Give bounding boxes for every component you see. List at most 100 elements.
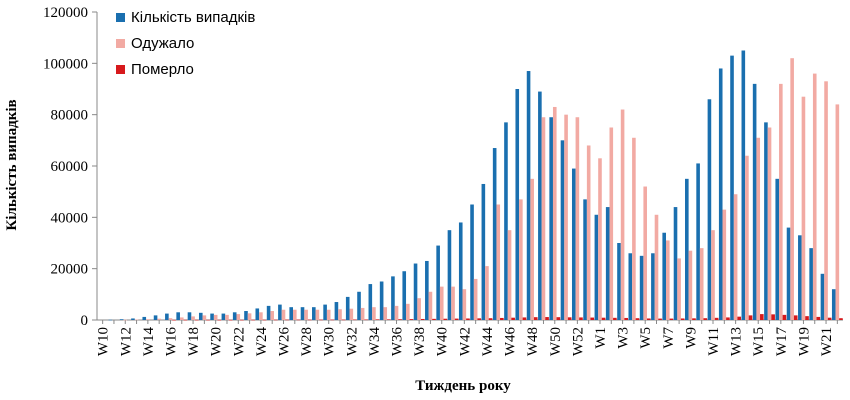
bar-series-3	[590, 317, 595, 320]
bar-series-1	[312, 307, 316, 320]
bar-series-2	[722, 209, 727, 320]
bar-series-1	[198, 312, 203, 320]
bar-series-1	[594, 214, 599, 320]
bar-series-1	[357, 291, 361, 320]
x-tick-label: W52	[570, 327, 586, 356]
bar-series-1	[605, 207, 610, 320]
bar-series-1	[470, 204, 474, 320]
bar-series-3	[579, 317, 583, 320]
bar-series-1	[526, 71, 531, 320]
bar-series-3	[172, 319, 176, 321]
y-tick-label: 120000	[43, 5, 88, 21]
bar-series-3	[816, 316, 821, 320]
bar-series-1	[820, 273, 825, 320]
y-axis-title: Кількість випадків	[4, 99, 20, 230]
bar-series-3	[624, 317, 628, 320]
bar-series-3	[726, 317, 730, 320]
bar-series-1	[571, 168, 576, 320]
x-tick-label: W32	[344, 327, 360, 356]
bar-series-1	[289, 307, 293, 320]
bar-series-2	[191, 316, 195, 320]
bar-series-3	[488, 318, 493, 320]
x-tick-label: W50	[548, 327, 564, 356]
bar-series-1	[515, 89, 520, 320]
bar-series-3	[285, 319, 289, 321]
bar-series-2	[293, 309, 297, 320]
legend-label: Померло	[131, 61, 194, 78]
bar-series-2	[733, 194, 738, 320]
bar-series-3	[183, 319, 188, 321]
bar-series-3	[500, 317, 504, 320]
bar-series-1	[278, 304, 282, 320]
bar-series-1	[425, 260, 429, 320]
legend: Кількість випадків Одужало Померло	[116, 9, 255, 78]
x-axis: W10 W12 W14 W16 W18 W20 W22 W24 W26 W28 W30 W32 W34 W…	[96, 319, 843, 357]
bar-series-3	[839, 318, 843, 320]
bar-series-1	[696, 163, 700, 320]
bar-series-1	[266, 305, 271, 320]
x-tick-label: W34	[367, 327, 383, 357]
bar-series-1	[436, 245, 440, 320]
y-tick-label: 60000	[51, 159, 89, 175]
bar-series-2	[507, 230, 512, 320]
bar-series-3	[567, 317, 572, 320]
bar-series-1	[764, 122, 768, 321]
bar-series-3	[556, 317, 561, 320]
bar-series-2	[179, 317, 184, 320]
bar-series-1	[730, 55, 734, 320]
x-tick-label: W3	[616, 327, 632, 349]
bar-series-3	[647, 318, 651, 320]
x-tick-label: W44	[480, 327, 496, 357]
bar-series-3	[737, 316, 742, 320]
bar-series-1	[786, 227, 791, 320]
bar-series-2	[383, 307, 388, 320]
bar-series-1	[210, 313, 214, 320]
bar-series-1	[300, 307, 305, 320]
bar-series-1	[685, 178, 689, 320]
bar-series-1	[447, 230, 452, 320]
bar-series-2	[406, 303, 410, 320]
bar-series-3	[217, 319, 222, 321]
bar-series-3	[748, 315, 753, 320]
x-tick-label: W5	[638, 327, 654, 349]
y-tick-label: 80000	[51, 108, 89, 124]
y-tick-label: 40000	[51, 210, 89, 226]
bar-series-2	[123, 319, 128, 321]
y-axis: 0 20000 40000 60000 80000 100000 120000	[43, 5, 98, 329]
bar-series-2	[168, 318, 173, 320]
legend-swatch	[116, 39, 125, 48]
x-tick-label: W7	[661, 327, 677, 349]
x-tick-label: W24	[254, 327, 270, 357]
bar-series-3	[805, 316, 809, 320]
bar-series-3	[194, 319, 199, 321]
bar-series-1	[131, 318, 135, 320]
bar-series-2	[564, 114, 568, 320]
legend-label: Кількість випадків	[131, 9, 255, 26]
bar-series-2	[598, 158, 602, 320]
bar-series-2	[699, 248, 704, 320]
bar-series-2	[236, 314, 241, 320]
bar-series-1	[232, 312, 237, 320]
bar-series-3	[760, 314, 764, 320]
bar-series-2	[315, 309, 320, 320]
bar-series-3	[771, 314, 775, 320]
bar-series-1	[831, 289, 836, 320]
bar-series-3	[692, 318, 696, 320]
bar-series-3	[240, 319, 244, 321]
bar-series-1	[628, 253, 633, 320]
x-tick-label: W15	[751, 327, 767, 356]
bar-series-3	[364, 319, 369, 321]
bars	[108, 50, 843, 321]
x-tick-label: W16	[164, 327, 180, 357]
bar-series-3	[658, 318, 662, 320]
bar-series-2	[304, 309, 308, 320]
bar-series-2	[417, 298, 421, 320]
bar-series-2	[756, 137, 761, 320]
bar-series-1	[176, 312, 180, 320]
bar-series-3	[387, 319, 391, 320]
bar-series-3	[432, 318, 436, 320]
x-tick-label: W40	[435, 327, 451, 356]
bar-series-2	[575, 117, 580, 320]
x-tick-label: W20	[209, 327, 225, 356]
